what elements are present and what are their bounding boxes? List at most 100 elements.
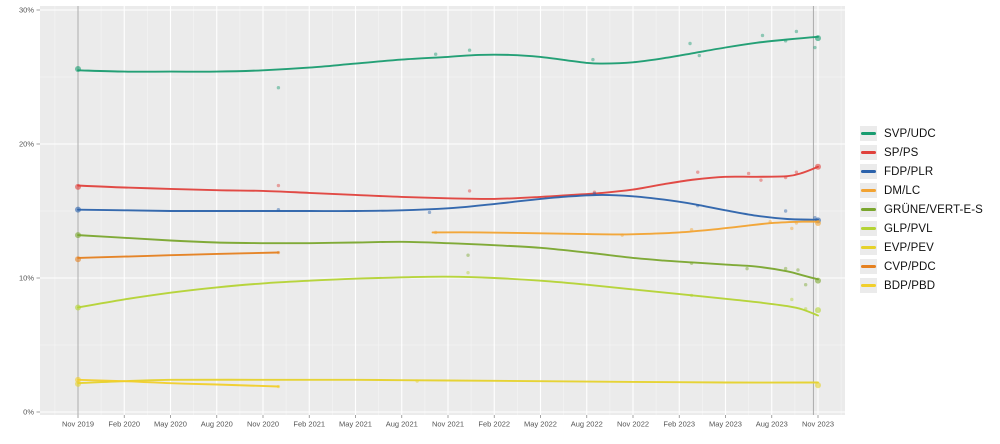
legend-swatch-line-icon xyxy=(861,132,876,135)
legend-item-bdp-pbd: BDP/PBD xyxy=(860,278,983,293)
y-tick-label: 0% xyxy=(23,408,34,417)
poll-dot-glp-pvl xyxy=(466,270,470,275)
poll-dot-gr-ne-vert-e-s xyxy=(803,283,808,287)
x-tick-label: Aug 2021 xyxy=(386,420,418,429)
legend-key-icon xyxy=(860,221,877,236)
legend-key-icon xyxy=(860,164,877,179)
legend-label: CVP/PDC xyxy=(884,260,936,273)
legend: SVP/UDC SP/PS FDP/PLR DM/LC GRÜNE/VERT-E-S GL… xyxy=(860,126,983,293)
x-tick-label: Nov 2021 xyxy=(432,420,464,429)
poll-dot-sp-ps xyxy=(794,170,799,174)
poll-dot-svp-udc xyxy=(688,41,692,46)
legend-label: DM/LC xyxy=(884,184,921,197)
legend-swatch-line-icon xyxy=(861,227,876,230)
legend-key-icon xyxy=(860,183,877,198)
poll-dot-fdp-plr xyxy=(276,207,281,212)
poll-dot-glp-pvl xyxy=(689,293,694,298)
legend-key-icon xyxy=(860,240,877,255)
poll-dot-gr-ne-vert-e-s xyxy=(689,261,694,265)
poll-dot-cvp-pdc xyxy=(276,250,281,255)
trend-line-glp-pvl xyxy=(77,275,819,317)
trend-line-cvp-pdc xyxy=(77,251,280,259)
poll-dot-bdp-pbd xyxy=(276,384,281,389)
poll-dot-fdp-plr xyxy=(592,191,597,196)
poll-dot-dm-lc xyxy=(689,228,694,232)
trend-line-sp-ps xyxy=(77,165,819,200)
poll-dot-svp-udc xyxy=(783,39,788,43)
poll-dot-glp-pvl xyxy=(803,307,808,311)
election-result-dot-svp-udc xyxy=(75,65,81,72)
x-tick-label: May 2022 xyxy=(524,420,557,429)
poll-dot-dm-lc xyxy=(790,226,794,231)
legend-item-gr-ne-vert-e-s: GRÜNE/VERT-E-S xyxy=(860,202,983,217)
poll-dot-dm-lc xyxy=(768,220,772,224)
election-result-dot-gr-ne-vert-e-s xyxy=(815,277,821,284)
poll-dot-fdp-plr xyxy=(427,210,432,215)
y-tick-label: 30% xyxy=(19,6,34,15)
y-tick-label: 20% xyxy=(19,140,34,149)
poll-dot-sp-ps xyxy=(276,183,281,188)
election-result-dot-svp-udc xyxy=(815,35,821,42)
poll-dot-sp-ps xyxy=(696,170,700,174)
x-tick-label: Nov 2023 xyxy=(802,420,834,429)
legend-item-fdp-plr: FDP/PLR xyxy=(860,164,983,179)
election-result-dot-glp-pvl xyxy=(75,304,81,311)
x-tick-label: May 2020 xyxy=(154,420,187,429)
poll-dot-svp-udc xyxy=(697,53,701,58)
poll-dot-evp-pev xyxy=(415,379,419,383)
legend-item-dm-lc: DM/LC xyxy=(860,183,983,198)
legend-swatch-line-icon xyxy=(861,284,876,287)
x-tick-label: Aug 2023 xyxy=(756,420,788,429)
election-result-dot-bdp-pbd xyxy=(75,376,81,383)
legend-swatch-line-icon xyxy=(861,151,876,154)
election-result-dot-glp-pvl xyxy=(815,307,821,314)
election-result-dot-dm-lc xyxy=(815,220,821,227)
legend-key-icon xyxy=(860,126,877,141)
poll-dot-fdp-plr xyxy=(783,209,788,213)
legend-label: SVP/UDC xyxy=(884,127,936,140)
poll-dot-sp-ps xyxy=(783,175,788,180)
legend-label: GRÜNE/VERT-E-S xyxy=(884,203,983,216)
poll-dot-svp-udc xyxy=(760,33,765,38)
x-tick-label: May 2021 xyxy=(339,420,372,429)
poll-dot-svp-udc xyxy=(276,86,281,90)
y-tick-label: 10% xyxy=(19,274,34,283)
legend-key-icon xyxy=(860,145,877,160)
poll-dot-svp-udc xyxy=(813,45,817,50)
legend-label: BDP/PBD xyxy=(884,279,936,292)
legend-item-sp-ps: SP/PS xyxy=(860,145,983,160)
poll-dot-sp-ps xyxy=(467,189,472,193)
poll-dot-sp-ps xyxy=(746,171,751,176)
legend-item-svp-udc: SVP/UDC xyxy=(860,126,983,141)
legend-label: EVP/PEV xyxy=(884,241,934,254)
poll-dot-gr-ne-vert-e-s xyxy=(466,253,470,257)
x-tick-label: Feb 2023 xyxy=(663,420,695,429)
election-result-dot-evp-pev xyxy=(815,382,821,389)
x-tick-label: May 2023 xyxy=(709,420,742,429)
trend-line-bdp-pbd xyxy=(77,378,280,388)
poll-dot-glp-pvl xyxy=(790,297,794,302)
x-tick-label: Feb 2020 xyxy=(108,420,140,429)
x-tick-label: Nov 2019 xyxy=(62,420,94,429)
poll-dot-sp-ps xyxy=(759,178,763,182)
legend-item-glp-pvl: GLP/PVL xyxy=(860,221,983,236)
legend-swatch-line-icon xyxy=(861,208,876,211)
x-tick-label: Nov 2020 xyxy=(247,420,279,429)
legend-swatch-line-icon xyxy=(861,246,876,249)
poll-dot-svp-udc xyxy=(467,48,472,52)
trend-line-gr-ne-vert-e-s xyxy=(77,234,819,281)
poll-dot-dm-lc xyxy=(433,230,438,235)
poll-dot-fdp-plr xyxy=(696,203,700,208)
legend-label: FDP/PLR xyxy=(884,165,934,178)
trend-line-svp-udc xyxy=(77,35,819,73)
poll-dot-svp-udc xyxy=(433,52,438,56)
legend-swatch-line-icon xyxy=(861,265,876,268)
x-tick-label: Feb 2022 xyxy=(478,420,510,429)
poll-dot-dm-lc xyxy=(620,233,624,237)
legend-key-icon xyxy=(860,278,877,293)
trend-line-dm-lc xyxy=(431,220,819,236)
poll-dot-dm-lc xyxy=(794,221,799,225)
x-tick-label: Aug 2020 xyxy=(201,420,233,429)
